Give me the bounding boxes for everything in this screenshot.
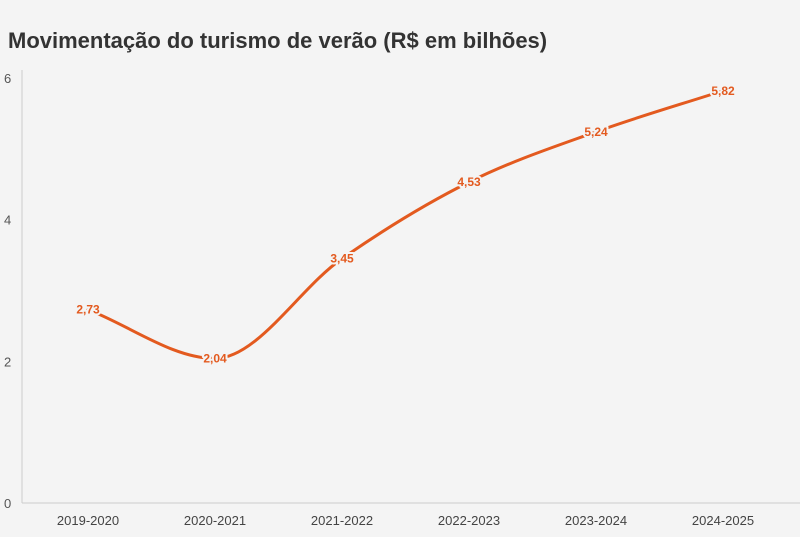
data-labels: 2,73 2,04 3,45 4,53 5,24 5,82: [74, 82, 737, 368]
x-tick-label: 2023-2024: [565, 513, 627, 528]
y-tick-label: 6: [4, 71, 11, 86]
y-tick-labels: 0 2 4 6: [4, 71, 11, 511]
data-label: 4,53: [457, 175, 481, 189]
x-tick-label: 2021-2022: [311, 513, 373, 528]
data-label: 2,73: [76, 303, 100, 317]
data-label: 5,82: [711, 84, 735, 98]
y-tick-label: 0: [4, 496, 11, 511]
series-line: [86, 89, 725, 361]
x-tick-label: 2019-2020: [57, 513, 119, 528]
chart-title: Movimentação do turismo de verão (R$ em …: [8, 28, 548, 53]
y-tick-label: 4: [4, 213, 11, 228]
x-tick-label: 2024-2025: [692, 513, 754, 528]
x-tick-labels: 2019-2020 2020-2021 2021-2022 2022-2023 2023…: [57, 513, 754, 528]
data-label: 2,04: [203, 352, 227, 366]
y-tick-label: 2: [4, 354, 11, 369]
data-label: 3,45: [330, 252, 354, 266]
data-label: 5,24: [584, 125, 608, 139]
x-tick-label: 2020-2021: [184, 513, 246, 528]
x-tick-label: 2022-2023: [438, 513, 500, 528]
